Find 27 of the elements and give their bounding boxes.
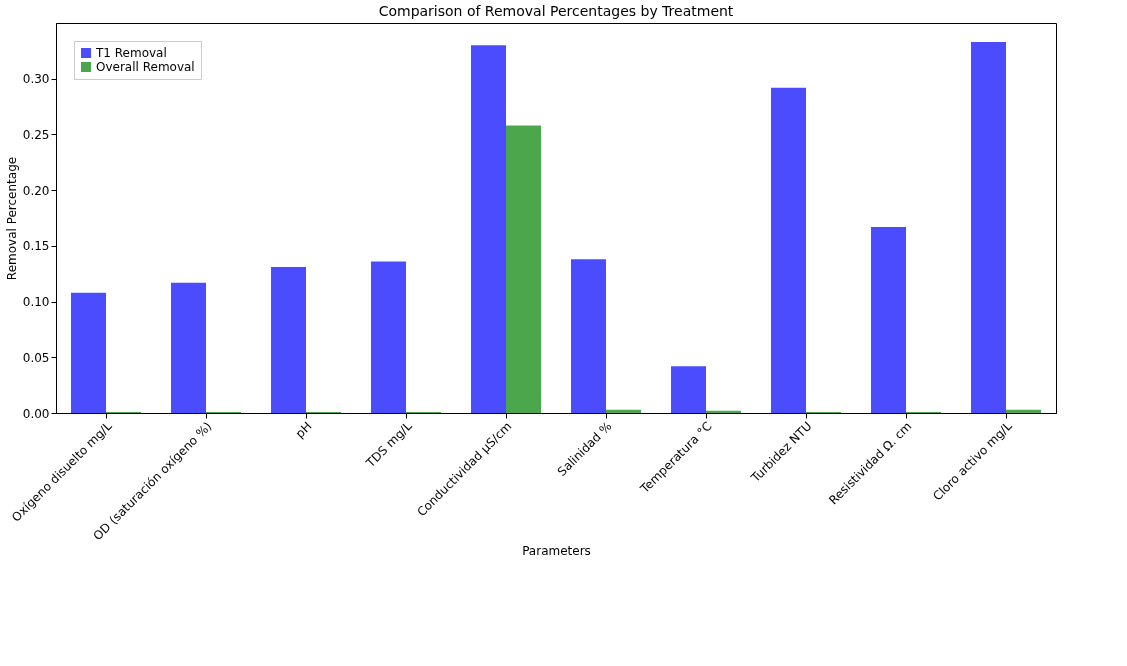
legend-label: Overall Removal — [96, 60, 195, 74]
bar — [706, 410, 741, 413]
legend-label: T1 Removal — [95, 46, 167, 60]
bar — [271, 267, 306, 413]
bar — [71, 292, 106, 413]
x-axis-title: Parameters — [522, 544, 591, 559]
y-tick-label: 0.00 — [22, 406, 50, 421]
bar — [671, 366, 706, 413]
y-tick-label: 0.25 — [22, 127, 50, 142]
y-tick-label: 0.30 — [22, 72, 50, 87]
y-tick-label: 0.10 — [22, 295, 50, 310]
bar — [471, 45, 506, 413]
bar — [1006, 409, 1041, 413]
bar — [571, 259, 606, 413]
bar — [171, 282, 206, 413]
y-tick-label: 0.05 — [22, 350, 50, 365]
x-tick-label: pH — [292, 419, 315, 441]
bar — [606, 409, 641, 413]
y-tick-label: 0.20 — [22, 183, 50, 198]
bar — [371, 261, 406, 413]
bar — [871, 226, 906, 413]
chart-title: Comparison of Removal Percentages by Treatment — [378, 3, 734, 19]
y-tick-label: 0.15 — [22, 239, 50, 254]
bar — [771, 87, 806, 413]
bar — [971, 41, 1006, 413]
y-axis-title: Removal Percentage — [4, 156, 19, 281]
bar — [506, 125, 541, 413]
